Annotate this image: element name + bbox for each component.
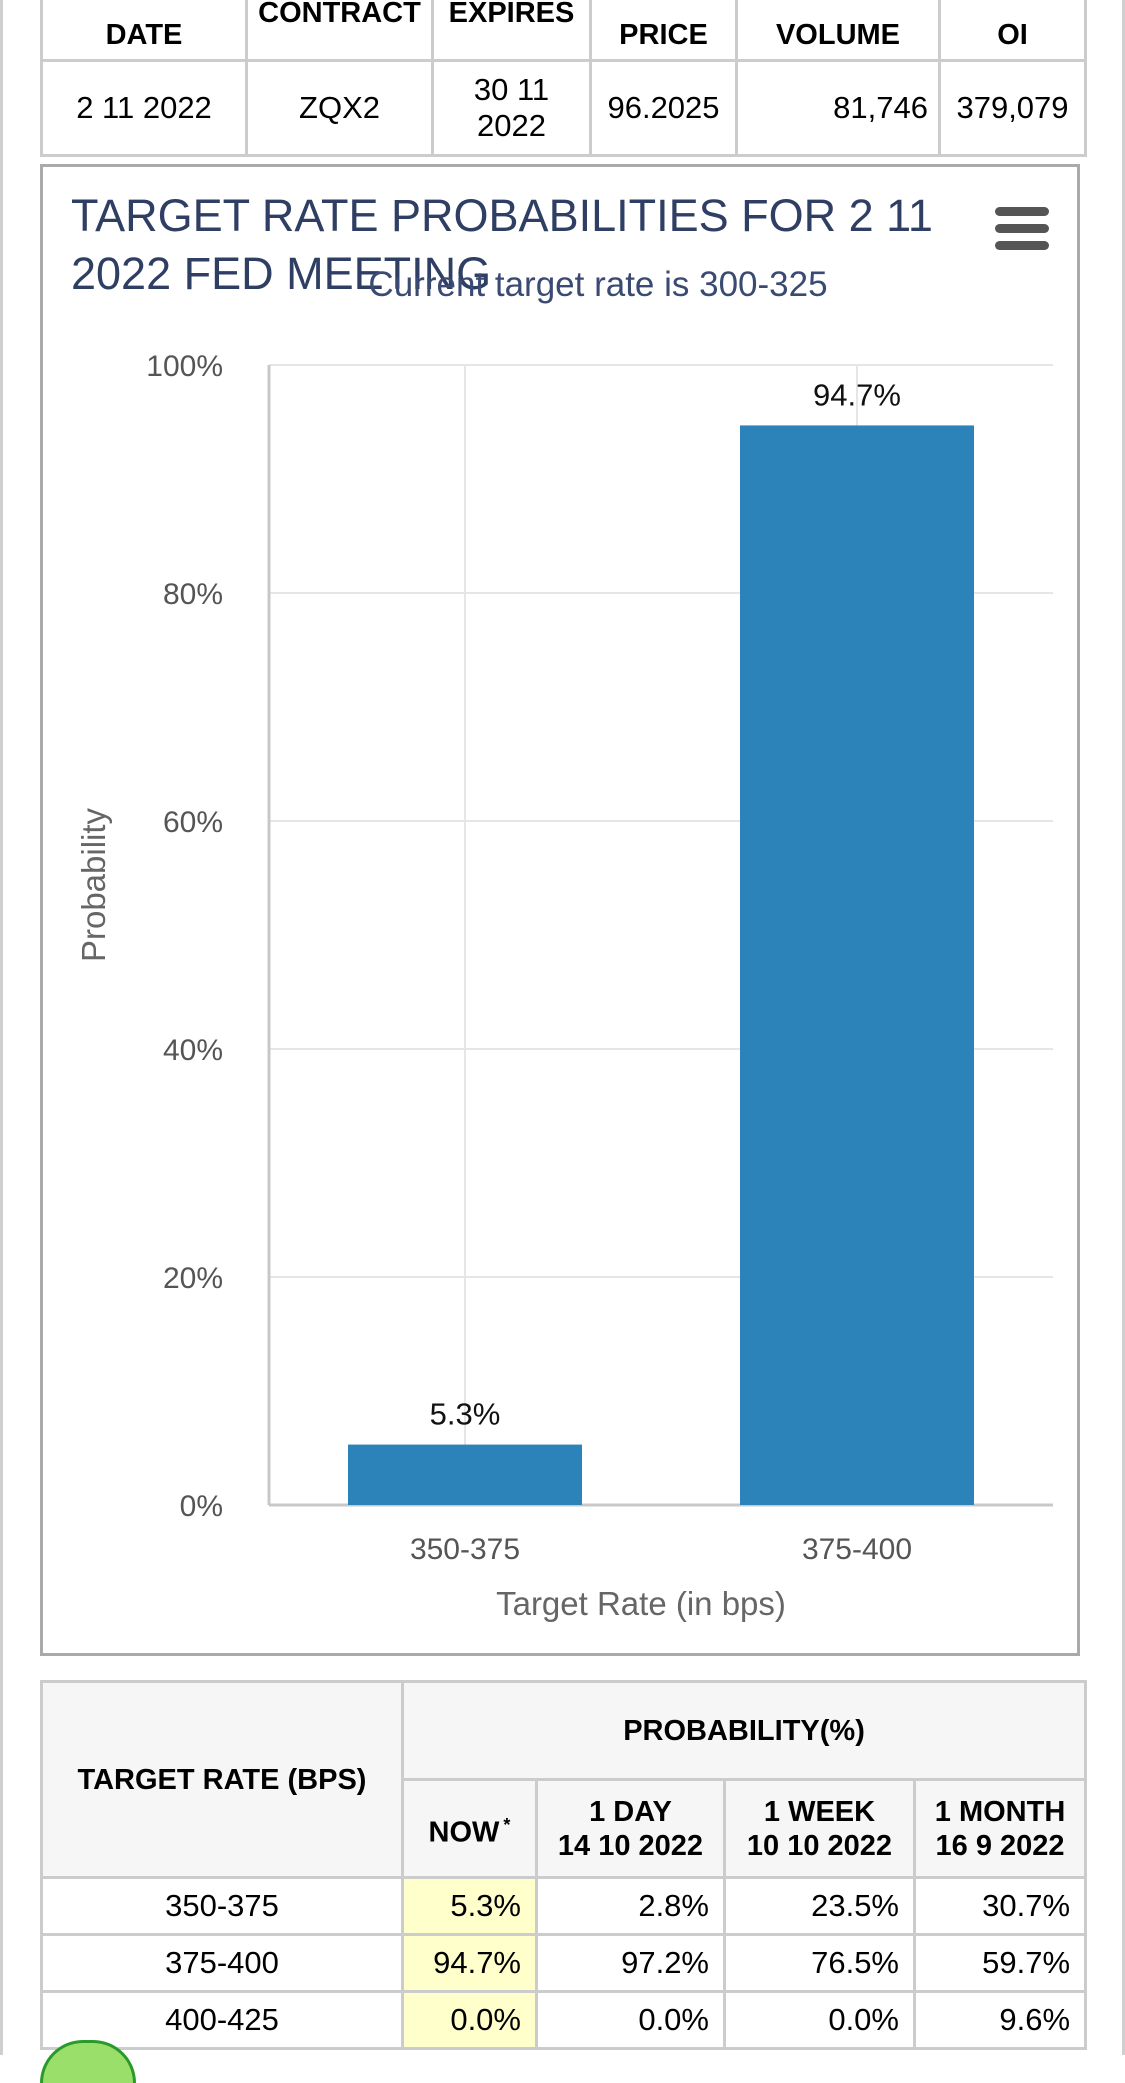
x-axis-title: Target Rate (in bps) (496, 1585, 786, 1622)
header-expires: EXPIRES (448, 0, 575, 29)
header-now: NOW * (401, 1778, 538, 1879)
contract-table-header: DATE CONTRACT EXPIRES PRICE VOLUME OI (40, 0, 1087, 62)
cell-rate: 375-400 (40, 1933, 404, 1993)
header-oi: OI (997, 19, 1028, 51)
y-tick-label: 0% (180, 1490, 223, 1523)
y-tick-label: 60% (163, 806, 223, 839)
chart-plot: 0% 20% 40% 60% 80% 100% 5.3% 350-375 94.7% 375-40… (75, 350, 1053, 1622)
table-row: 400-425 0.0% 0.0% 0.0% 9.6% (40, 1990, 1088, 2050)
cell-expires: 30 11 2022 (431, 59, 592, 157)
y-tick-label: 100% (146, 350, 223, 383)
header-contract: CONTRACT (258, 0, 421, 29)
header-price: PRICE (619, 19, 708, 51)
cell-month: 30.7% (912, 1876, 1088, 1936)
x-tick-label: 375-400 (802, 1533, 912, 1566)
header-target-rate: TARGET RATE (BPS) (40, 1680, 404, 1879)
cell-day: 2.8% (535, 1876, 726, 1936)
bar (348, 1444, 582, 1505)
y-tick-label: 40% (163, 1034, 223, 1067)
y-axis-title: Probability (75, 807, 112, 962)
cell-oi: 379,079 (938, 59, 1087, 157)
cell-now: 94.7% (401, 1933, 538, 1993)
menu-icon[interactable] (995, 207, 1049, 251)
header-1-day-label: 1 DAY (589, 1795, 672, 1828)
cell-rate: 350-375 (40, 1876, 404, 1936)
header-1-day-date: 14 10 2022 (557, 1829, 704, 1862)
chart-subtitle: Current target rate is 300-325 (368, 265, 828, 304)
header-1-month-date: 16 9 2022 (935, 1829, 1065, 1862)
cell-month: 59.7% (912, 1933, 1088, 1993)
header-volume: VOLUME (775, 19, 901, 51)
probability-table: TARGET RATE (BPS) PROBABILITY(%) NOW * 1 … (40, 1680, 1088, 2050)
contract-table: DATE CONTRACT EXPIRES PRICE VOLUME OI 2 … (40, 0, 1087, 157)
cell-now: 5.3% (401, 1876, 538, 1936)
header-1-month: 1 MONTH 16 9 2022 (912, 1778, 1088, 1879)
cell-now: 0.0% (401, 1990, 538, 2050)
y-tick-label: 20% (163, 1262, 223, 1295)
cell-week: 23.5% (723, 1876, 916, 1936)
header-1-week-date: 10 10 2022 (746, 1829, 893, 1862)
cell-week: 76.5% (723, 1933, 916, 1993)
data-label: 5.3% (430, 1397, 501, 1432)
table-row: 2 11 2022 ZQX2 30 11 2022 96.2025 81,746… (40, 59, 1087, 157)
data-label: 94.7% (813, 377, 901, 412)
cell-price: 96.2025 (589, 59, 738, 157)
probability-chart: TARGET RATE PROBABILITIES FOR 2 11 2022 … (40, 164, 1080, 1656)
table-row: 350-375 5.3% 2.8% 23.5% 30.7% (40, 1876, 1088, 1936)
bar (740, 425, 974, 1505)
header-date: DATE (105, 19, 183, 51)
header-1-week-label: 1 WEEK (763, 1795, 876, 1828)
cell-day: 97.2% (535, 1933, 726, 1993)
header-now-label: NOW (428, 1816, 500, 1849)
header-probability: PROBABILITY(%) (400, 1680, 1088, 1781)
y-tick-label: 80% (163, 578, 223, 611)
cell-week: 0.0% (723, 1990, 916, 2050)
table-row: 375-400 94.7% 97.2% 76.5% 59.7% (40, 1933, 1088, 1993)
chart-title: TARGET RATE PROBABILITIES FOR 2 11 2022 … (71, 190, 933, 299)
header-1-month-label: 1 MONTH (934, 1795, 1066, 1828)
x-tick-label: 350-375 (410, 1533, 520, 1566)
header-1-week: 1 WEEK 10 10 2022 (723, 1778, 916, 1879)
cell-day: 0.0% (535, 1990, 726, 2050)
header-1-day: 1 DAY 14 10 2022 (535, 1778, 726, 1879)
cell-month: 9.6% (912, 1990, 1088, 2050)
cell-contract: ZQX2 (245, 59, 434, 157)
cell-volume: 81,746 (735, 59, 941, 157)
cell-date: 2 11 2022 (40, 59, 248, 157)
header-now-mark: * (503, 1814, 511, 1835)
cell-expires-text: 30 11 2022 (473, 72, 550, 143)
